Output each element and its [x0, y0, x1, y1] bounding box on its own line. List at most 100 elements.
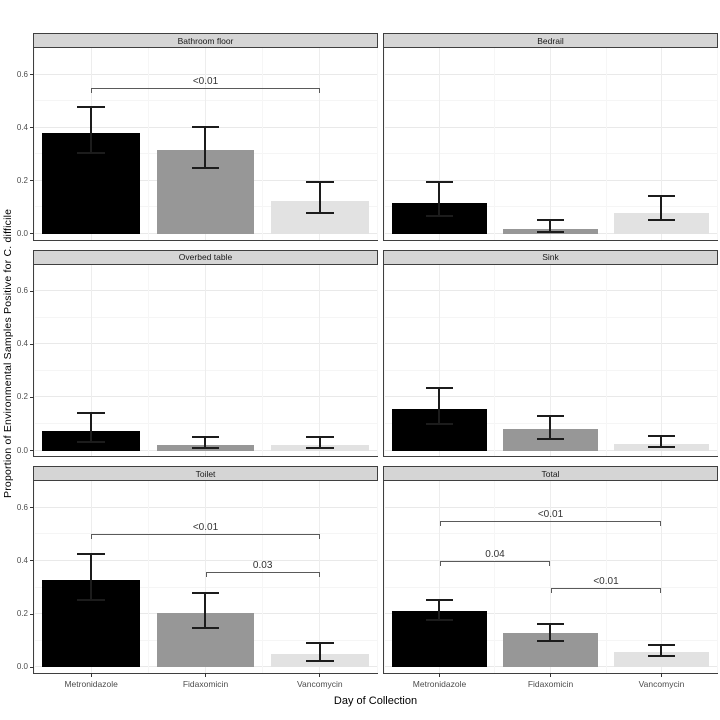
- gridline-v-minor: [33, 264, 35, 457]
- error-bar-stem: [660, 644, 663, 657]
- error-bar-cap-bottom: [306, 211, 334, 214]
- gridline-v-minor: [605, 481, 607, 673]
- error-bar-cap-top: [77, 412, 105, 415]
- gridline-v-major: [439, 481, 440, 673]
- error-bar-cap-top: [426, 386, 453, 389]
- error-bar-stem: [318, 435, 321, 450]
- gridline-v-major: [205, 481, 206, 673]
- error-bar-cap-top: [306, 641, 334, 644]
- y-axis-tick: [30, 507, 34, 509]
- error-bar-cap-top: [537, 623, 564, 626]
- facet-grid: Bathroom floor <0.01 0.0 0.2 0.4 0.6 Bedrail Ov…: [17, 33, 718, 689]
- error-bar-metronidazole: [77, 412, 105, 443]
- significance-p-value: 0.04: [485, 548, 505, 560]
- bar-vancomycin: [614, 212, 709, 234]
- error-bar-metronidazole: [426, 386, 453, 426]
- gridline-v-major: [660, 481, 662, 673]
- error-bar-cap-bottom: [306, 660, 334, 663]
- error-bar-stem: [660, 434, 663, 448]
- facet-strip: Toilet: [33, 466, 378, 482]
- error-bar-stem: [438, 180, 441, 217]
- y-axis-tick: [30, 180, 34, 182]
- error-bar-cap-bottom: [426, 618, 453, 621]
- error-bar-cap-top: [426, 180, 453, 183]
- facet-strip: Bedrail: [383, 33, 718, 48]
- y-axis-tick: [30, 666, 34, 668]
- error-bar-cap-top: [306, 180, 334, 183]
- x-axis-tick: [439, 673, 440, 677]
- error-bar-cap-bottom: [648, 218, 675, 221]
- y-axis-tick-label: 0.0: [16, 445, 28, 455]
- error-bar-cap-bottom: [191, 447, 220, 450]
- facet-sink: Sink: [383, 249, 718, 458]
- significance-bracket: [205, 571, 320, 577]
- y-axis-tick-label: 0.4: [16, 122, 28, 132]
- error-bar-metronidazole: [77, 106, 105, 155]
- gridline-v-major: [660, 264, 662, 457]
- y-axis-tick: [30, 450, 34, 451]
- y-axis-tick-label: 0.6: [16, 69, 28, 79]
- error-bar-stem: [204, 126, 207, 169]
- error-bar-cap-bottom: [77, 598, 105, 601]
- gridline-v-major: [90, 264, 92, 457]
- y-axis-tick-label: 0.0: [16, 228, 28, 238]
- facet-panel: [383, 264, 718, 458]
- error-bar-cap-bottom: [77, 152, 105, 155]
- gridline-v-major: [550, 48, 551, 240]
- y-axis-tick: [30, 613, 34, 615]
- error-bar-fidaxomicin: [191, 591, 220, 629]
- error-bar-vancomycin: [306, 641, 334, 663]
- gridline-v-major: [205, 264, 206, 457]
- gridline-v-major: [319, 264, 321, 457]
- significance-bracket: [91, 534, 320, 540]
- x-axis-tick-label-vancomycin: Vancomycin: [638, 679, 685, 689]
- significance-p-value: 0.03: [252, 559, 273, 571]
- facet-title: Total: [541, 468, 560, 479]
- significance-p-value: <0.01: [537, 509, 564, 521]
- facet-bathroom-floor: Bathroom floor <0.01 0.0 0.2 0.4 0.6: [17, 33, 378, 241]
- gridline-v-minor: [262, 481, 264, 673]
- error-bar-stem: [90, 106, 93, 155]
- error-bar-cap-bottom: [537, 230, 564, 233]
- error-bar-cap-bottom: [77, 440, 105, 443]
- gridline-v-major: [550, 481, 551, 673]
- x-axis-tick-label-fidaxomicin: Fidaxomicin: [182, 679, 229, 689]
- gridline-v-minor: [383, 48, 385, 240]
- error-bar-vancomycin: [648, 195, 675, 221]
- error-bar-cap-top: [77, 553, 105, 556]
- error-bar-cap-top: [648, 195, 675, 198]
- facet-overbed-table: Overbed table 0.0 0.2 0.4 0.6: [17, 249, 378, 458]
- y-axis-tick-label: 0.6: [16, 502, 28, 512]
- gridline-v-minor: [383, 264, 385, 457]
- y-axis-tick-label: 0.2: [16, 609, 28, 619]
- error-bar-cap-bottom: [648, 654, 675, 657]
- error-bar-cap-top: [191, 435, 220, 438]
- facet-bedrail: Bedrail: [383, 33, 718, 241]
- x-axis-tick: [550, 673, 551, 677]
- error-bar-cap-bottom: [306, 447, 334, 450]
- x-axis-tick-label-metronidazole: Metronidazole: [412, 679, 467, 689]
- gridline-v-minor: [376, 264, 378, 457]
- error-bar-metronidazole: [426, 180, 453, 217]
- error-bar-cap-bottom: [191, 626, 220, 629]
- error-bar-fidaxomicin: [537, 623, 564, 642]
- error-bar-cap-top: [77, 106, 105, 109]
- facet-title: Bedrail: [537, 35, 564, 46]
- facet-panel: <0.01 0.04 <0.01 Metronidazole Fidaxomicin Va…: [383, 481, 718, 689]
- error-bar-cap-top: [537, 414, 564, 417]
- facet-total: Total <0.01 0.04 <0.01 Metronidazole Fidaxomi…: [383, 466, 718, 689]
- significance-bracket: [550, 587, 662, 593]
- x-axis-tick: [319, 673, 321, 677]
- x-axis-tick-label-vancomycin: Vancomycin: [296, 679, 343, 689]
- error-bar-stem: [660, 195, 663, 221]
- y-axis-tick-label: 0.2: [16, 175, 28, 185]
- x-axis-title: Day of Collection: [333, 695, 418, 707]
- error-bar-stem: [90, 553, 93, 601]
- facet-strip: Total: [383, 466, 718, 482]
- bar-vancomycin: [614, 651, 709, 668]
- gridline-v-major: [319, 48, 321, 240]
- error-bar-fidaxomicin: [191, 435, 220, 450]
- x-axis-tick-label-metronidazole: Metronidazole: [64, 679, 118, 689]
- error-bar-cap-top: [306, 435, 334, 438]
- y-axis-tick-label: 0.4: [16, 339, 28, 349]
